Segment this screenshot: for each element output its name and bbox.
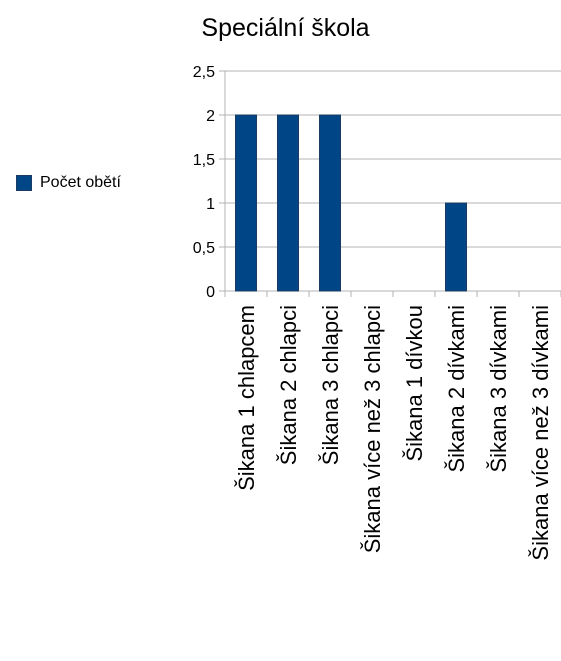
x-tick-label: Šikana 2 chlapci	[276, 305, 301, 465]
y-tick-label: 0	[206, 284, 215, 301]
x-tick-label: Šikana 2 dívkami	[444, 305, 469, 473]
legend-swatch	[16, 175, 32, 191]
legend-label: Počet obětí	[40, 174, 121, 191]
y-tick-label: 1	[206, 196, 215, 213]
y-tick-label: 0,5	[193, 240, 215, 257]
chart-title: Speciální škola	[201, 14, 370, 42]
x-tick-label: Šikana 3 dívkami	[486, 305, 511, 473]
x-tick-label: Šikana 3 chlapci	[318, 305, 343, 465]
x-tick-label: Šikana 1 dívkou	[402, 305, 427, 462]
bar	[277, 114, 299, 292]
y-tick-label: 1,5	[193, 152, 215, 169]
x-tick-label: Šikana více než 3 chlapci	[360, 305, 385, 553]
legend: Počet obětí	[16, 174, 121, 192]
bar	[445, 202, 467, 292]
x-tick-label: Šikana více než 3 dívkami	[528, 305, 553, 561]
y-tick-label: 2	[206, 108, 215, 125]
x-tick-label: Šikana 1 chlapcem	[234, 305, 259, 491]
bar	[235, 114, 257, 292]
y-tick-label: 2,5	[193, 64, 215, 81]
bar	[319, 114, 341, 292]
